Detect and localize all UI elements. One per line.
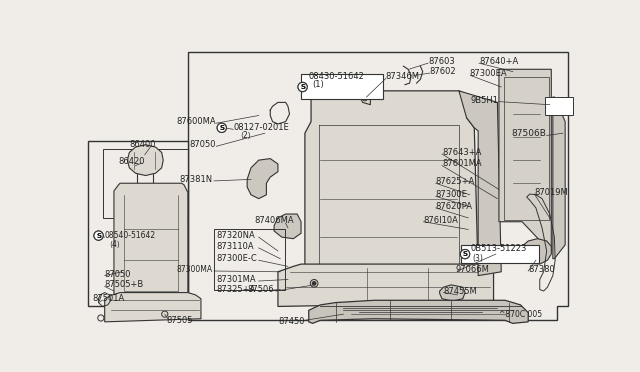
Circle shape (310, 279, 318, 287)
Bar (461, 245, 539, 263)
Text: S: S (463, 251, 468, 257)
Text: 87620PA: 87620PA (436, 202, 473, 211)
Polygon shape (274, 214, 301, 239)
Text: S: S (96, 232, 101, 238)
Bar (504, 77, 549, 220)
Circle shape (217, 123, 227, 132)
Polygon shape (499, 69, 551, 253)
Text: 87406MA: 87406MA (255, 216, 294, 225)
Circle shape (312, 281, 316, 286)
Text: 86400: 86400 (129, 140, 156, 149)
Bar (545, 97, 573, 115)
Text: 87320NA: 87320NA (216, 231, 255, 240)
Polygon shape (553, 97, 565, 259)
Polygon shape (128, 145, 163, 176)
Bar (301, 74, 383, 99)
Text: 87381N: 87381N (179, 175, 212, 184)
Text: 87603: 87603 (428, 57, 455, 66)
Text: S: S (96, 232, 101, 238)
Text: 87300E: 87300E (436, 190, 468, 199)
Text: ⟨4⟩: ⟨4⟩ (109, 240, 120, 249)
Circle shape (460, 250, 470, 259)
Bar (88, 141, 188, 307)
Bar (214, 230, 285, 289)
Circle shape (94, 231, 103, 240)
Text: (1): (1) (312, 80, 324, 89)
Text: 87019M: 87019M (534, 188, 568, 197)
Bar (103, 148, 188, 218)
Text: 87643+A: 87643+A (442, 148, 481, 157)
Polygon shape (114, 183, 188, 299)
Circle shape (460, 250, 470, 259)
Polygon shape (305, 91, 478, 276)
Text: 87602: 87602 (429, 67, 456, 76)
Text: 87501A: 87501A (92, 294, 125, 303)
Polygon shape (459, 91, 501, 276)
Circle shape (298, 82, 307, 92)
Text: 87300EA: 87300EA (470, 70, 508, 78)
Polygon shape (520, 239, 551, 264)
Text: S: S (220, 125, 224, 131)
Text: 87506B: 87506B (512, 129, 547, 138)
Circle shape (94, 231, 103, 240)
Text: 87301MA: 87301MA (216, 275, 256, 284)
Text: S: S (220, 125, 224, 131)
Text: ⟨2⟩: ⟨2⟩ (240, 131, 251, 140)
Text: 87600MA: 87600MA (177, 117, 216, 126)
Polygon shape (105, 293, 201, 322)
Text: 87346M: 87346M (386, 73, 420, 81)
Text: 87640+A: 87640+A (479, 57, 518, 66)
Text: 87300MA: 87300MA (177, 265, 212, 274)
Text: 87455M: 87455M (444, 286, 477, 295)
Text: 87050: 87050 (105, 270, 131, 279)
Circle shape (298, 82, 307, 92)
Text: 97066M: 97066M (455, 265, 489, 274)
Text: 87506: 87506 (248, 285, 274, 294)
Text: 87450: 87450 (278, 317, 305, 326)
Text: 87505+B: 87505+B (105, 280, 144, 289)
Text: 9B5H1: 9B5H1 (471, 96, 499, 105)
Text: 08127-0201E: 08127-0201E (234, 123, 289, 132)
Text: 08430-51642: 08430-51642 (308, 73, 365, 81)
Polygon shape (308, 300, 528, 323)
Polygon shape (278, 264, 493, 307)
Text: 87601MA: 87601MA (442, 160, 481, 169)
Text: 873110A: 873110A (216, 242, 254, 251)
Text: 876I10A: 876I10A (424, 216, 458, 225)
Text: 87300E-C: 87300E-C (216, 254, 257, 263)
Text: S: S (300, 84, 305, 90)
Text: 87625+A: 87625+A (436, 177, 475, 186)
Text: 0B513-51223: 0B513-51223 (470, 244, 527, 253)
Text: S: S (463, 251, 468, 257)
Polygon shape (188, 52, 568, 320)
Text: 08540-51642: 08540-51642 (105, 231, 156, 240)
Circle shape (217, 123, 227, 132)
Text: S: S (300, 84, 305, 90)
Text: ^870C 005: ^870C 005 (499, 310, 542, 319)
Text: 87380: 87380 (528, 265, 555, 274)
Text: 87050: 87050 (190, 140, 216, 149)
Polygon shape (247, 158, 278, 199)
Text: (3): (3) (473, 254, 484, 263)
Text: 87325+A: 87325+A (216, 285, 255, 294)
Polygon shape (440, 285, 465, 301)
Text: 86420: 86420 (118, 157, 145, 166)
Text: 87505: 87505 (166, 316, 193, 325)
